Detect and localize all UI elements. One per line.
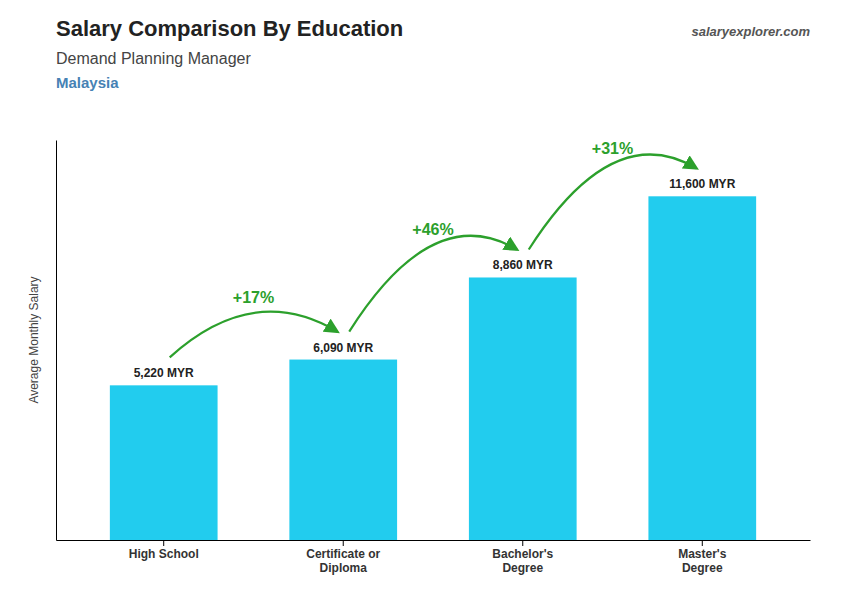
chart-svg: Salary Comparison By Education Demand Pla… [0,0,850,606]
change-arrow [170,312,338,358]
annotations: +17% +46% +31% [170,140,697,358]
x-tick-label-line: High School [129,547,199,561]
change-arrow [349,236,517,332]
change-label: +31% [592,140,633,157]
bars [110,196,756,540]
data-label: 5,220 MYR [134,366,194,380]
x-axis-line [57,540,811,541]
x-tick: Bachelor'sDegree [492,540,553,575]
x-tick-label-line: Degree [682,561,723,575]
bar [110,385,218,540]
bar [648,196,756,540]
x-tick: Master'sDegree [678,540,727,575]
change-label: +17% [233,289,274,306]
x-tick-label-line: Master's [678,547,727,561]
x-tick-label: Master'sDegree [678,547,727,575]
plot-area: High School Certificate orDiploma Bachelor… [57,140,811,575]
change-arrow [529,154,697,249]
x-tick: High School [129,540,199,561]
y-axis [56,141,57,541]
x-tick-mark [522,540,523,546]
x-tick-label-line: Certificate or [306,547,380,561]
data-label: 11,600 MYR [669,177,735,191]
x-tick: Certificate orDiploma [306,540,380,575]
y-axis-line [56,141,57,541]
data-label: 6,090 MYR [313,341,373,355]
data-label: 8,860 MYR [493,258,553,272]
x-tick-label-line: Degree [502,561,543,575]
bar [469,277,577,540]
x-tick-label: Certificate orDiploma [306,547,380,575]
x-tick-label-line: Bachelor's [492,547,553,561]
title: Salary Comparison By Education [56,16,403,41]
y-axis-label: Average Monthly Salary [27,276,41,403]
data-labels: 5,220 MYR 6,090 MYR 8,860 MYR 11,600 MYR [134,177,736,380]
x-tick-mark [702,540,703,546]
change-label: +46% [412,221,453,238]
chart-container: Salary Comparison By Education Demand Pla… [0,0,850,606]
caption: Malaysia [56,74,119,91]
source: salaryexplorer.com [691,24,810,39]
bar [289,360,397,540]
x-tick-label: Bachelor'sDegree [492,547,553,575]
x-tick-label-line: Diploma [320,561,368,575]
subtitle: Demand Planning Manager [56,50,251,67]
x-tick-mark [163,540,164,546]
x-tick-label: High School [129,547,199,561]
x-tick-mark [343,540,344,546]
x-axis: High School Certificate orDiploma Bachelor… [57,540,811,575]
